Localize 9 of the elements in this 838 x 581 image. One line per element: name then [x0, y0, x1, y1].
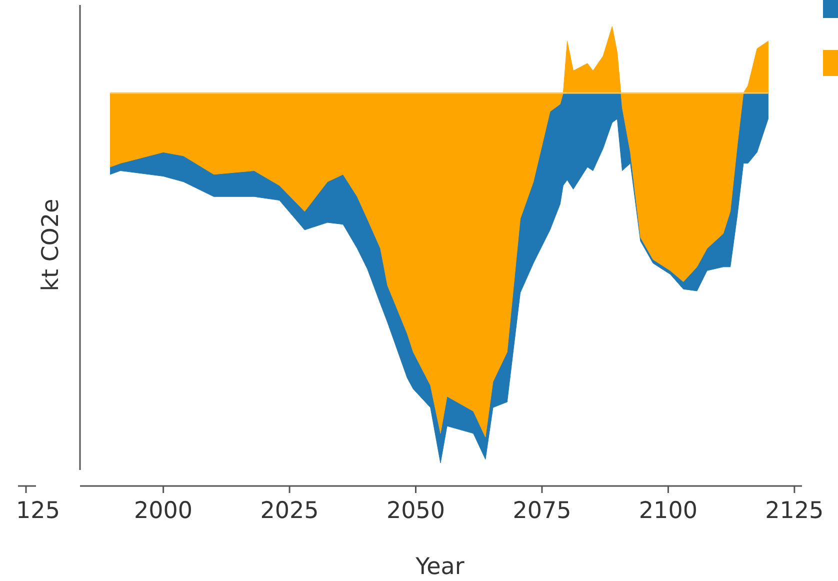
x-tick-label: 2075 [512, 498, 572, 524]
x-tick-label: 2025 [260, 498, 319, 524]
y-axis-title: kt CO2e [38, 198, 64, 292]
text: 125 [16, 498, 60, 524]
x-axis-title: Year [414, 554, 465, 580]
x-tick-label: 2125 [765, 498, 824, 524]
x-tick-label: 2000 [134, 498, 193, 524]
x-tick-label: 2100 [638, 498, 698, 524]
x-tick-label: 2050 [386, 498, 446, 524]
